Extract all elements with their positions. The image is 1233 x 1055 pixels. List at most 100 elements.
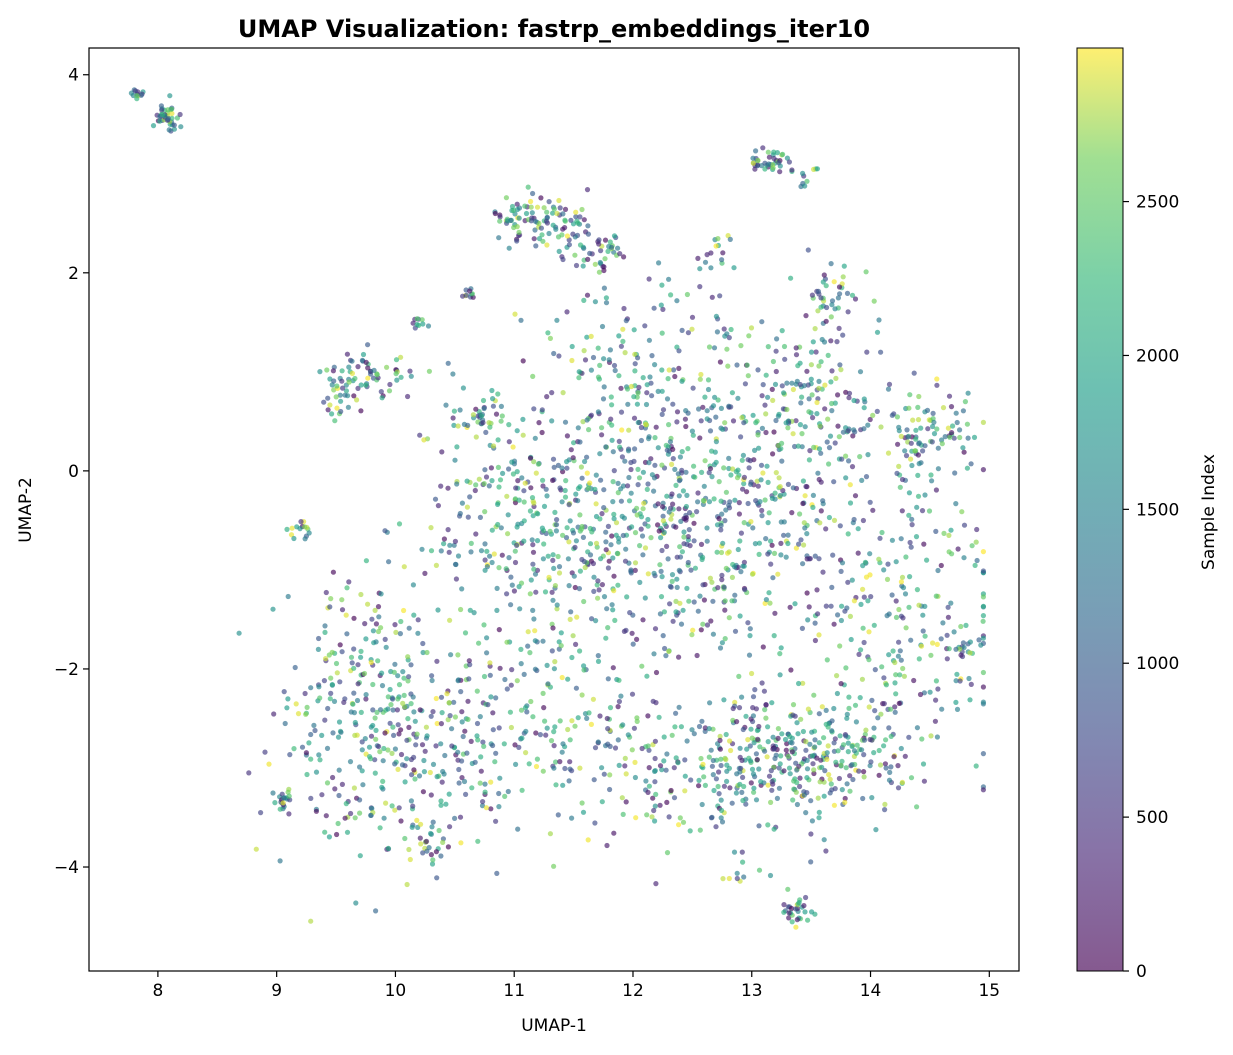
scatter-point — [846, 390, 853, 396]
scatter-point — [812, 553, 818, 559]
scatter-point — [597, 516, 603, 522]
scatter-point — [363, 382, 369, 388]
scatter-point — [908, 440, 914, 446]
scatter-point — [385, 694, 391, 700]
scatter-point — [319, 792, 325, 798]
scatter-point — [434, 774, 440, 780]
scatter-point — [795, 901, 801, 907]
scatter-point — [422, 748, 428, 754]
scatter-point — [358, 382, 364, 388]
scatter-point — [861, 405, 867, 411]
scatter-point — [659, 574, 665, 580]
scatter-point — [653, 669, 660, 676]
scatter-point — [804, 775, 810, 781]
scatter-point — [467, 607, 473, 613]
scatter-point — [753, 751, 760, 757]
scatter-point — [666, 509, 672, 515]
scatter-point — [620, 338, 626, 344]
scatter-point — [787, 771, 793, 777]
scatter-point — [765, 739, 771, 745]
scatter-point — [687, 543, 693, 549]
scatter-point — [952, 470, 958, 476]
scatter-point — [429, 824, 435, 830]
scatter-point — [329, 411, 335, 417]
scatter-point — [928, 733, 934, 739]
scatter-point — [381, 745, 387, 752]
scatter-point — [961, 449, 967, 455]
scatter-point — [700, 404, 706, 410]
scatter-point — [715, 585, 721, 591]
scatter-point — [387, 686, 393, 693]
scatter-point — [784, 406, 790, 413]
scatter-point — [749, 766, 756, 772]
scatter-point — [750, 694, 757, 700]
scatter-point — [582, 564, 588, 571]
scatter-point — [875, 715, 881, 721]
scatter-point — [369, 805, 375, 812]
scatter-point — [610, 665, 616, 671]
scatter-point — [567, 616, 573, 623]
scatter-point — [590, 354, 597, 361]
scatter-point — [890, 648, 896, 654]
scatter-point — [725, 363, 731, 369]
scatter-point — [804, 178, 810, 184]
scatter-point — [378, 389, 384, 395]
scatter-point — [726, 455, 732, 461]
scatter-point — [328, 690, 334, 697]
scatter-point — [664, 799, 670, 806]
scatter-point — [715, 783, 721, 790]
scatter-point — [322, 623, 328, 629]
scatter-point — [410, 694, 416, 700]
scatter-point — [609, 422, 615, 428]
scatter-point — [490, 727, 496, 733]
scatter-point — [964, 421, 971, 427]
scatter-point — [858, 647, 864, 653]
scatter-point — [672, 724, 678, 730]
scatter-point — [750, 713, 757, 719]
scatter-point — [732, 564, 738, 570]
scatter-point — [329, 682, 335, 688]
scatter-point — [595, 658, 602, 665]
scatter-point — [713, 824, 719, 830]
scatter-point — [719, 511, 725, 517]
scatter-point — [569, 718, 575, 724]
scatter-point — [933, 697, 939, 703]
scatter-point — [671, 795, 678, 801]
scatter-point — [408, 798, 414, 804]
scatter-point — [597, 362, 603, 368]
scatter-point — [560, 211, 566, 217]
scatter-point — [631, 394, 637, 400]
scatter-point — [515, 826, 521, 832]
scatter-point — [804, 766, 811, 772]
scatter-point — [868, 759, 874, 765]
scatter-point — [861, 426, 867, 432]
scatter-point — [508, 682, 514, 688]
scatter-point — [530, 513, 536, 519]
scatter-point — [837, 733, 843, 739]
scatter-point — [644, 812, 650, 818]
scatter-point — [346, 379, 352, 385]
scatter-point — [760, 470, 766, 476]
scatter-point — [894, 414, 901, 420]
scatter-point — [755, 163, 761, 169]
scatter-point — [484, 650, 490, 656]
scatter-point — [405, 393, 411, 400]
scatter-point — [750, 771, 757, 777]
scatter-point — [571, 573, 577, 579]
scatter-point — [909, 516, 915, 522]
scatter-point — [428, 852, 434, 858]
scatter-point — [632, 530, 639, 536]
scatter-point — [553, 226, 559, 232]
scatter-point — [921, 541, 927, 547]
scatter-point — [739, 849, 745, 855]
scatter-point — [800, 728, 807, 735]
scatter-point — [573, 641, 579, 648]
scatter-point — [610, 555, 616, 561]
scatter-point — [750, 155, 756, 161]
scatter-point — [821, 735, 827, 741]
scatter-point — [544, 242, 550, 248]
scatter-point — [543, 218, 550, 224]
x-axis: 8 9 10 11 12 13 14 15 — [152, 971, 1000, 1001]
scatter-point — [892, 704, 898, 710]
scatter-point — [569, 343, 575, 350]
